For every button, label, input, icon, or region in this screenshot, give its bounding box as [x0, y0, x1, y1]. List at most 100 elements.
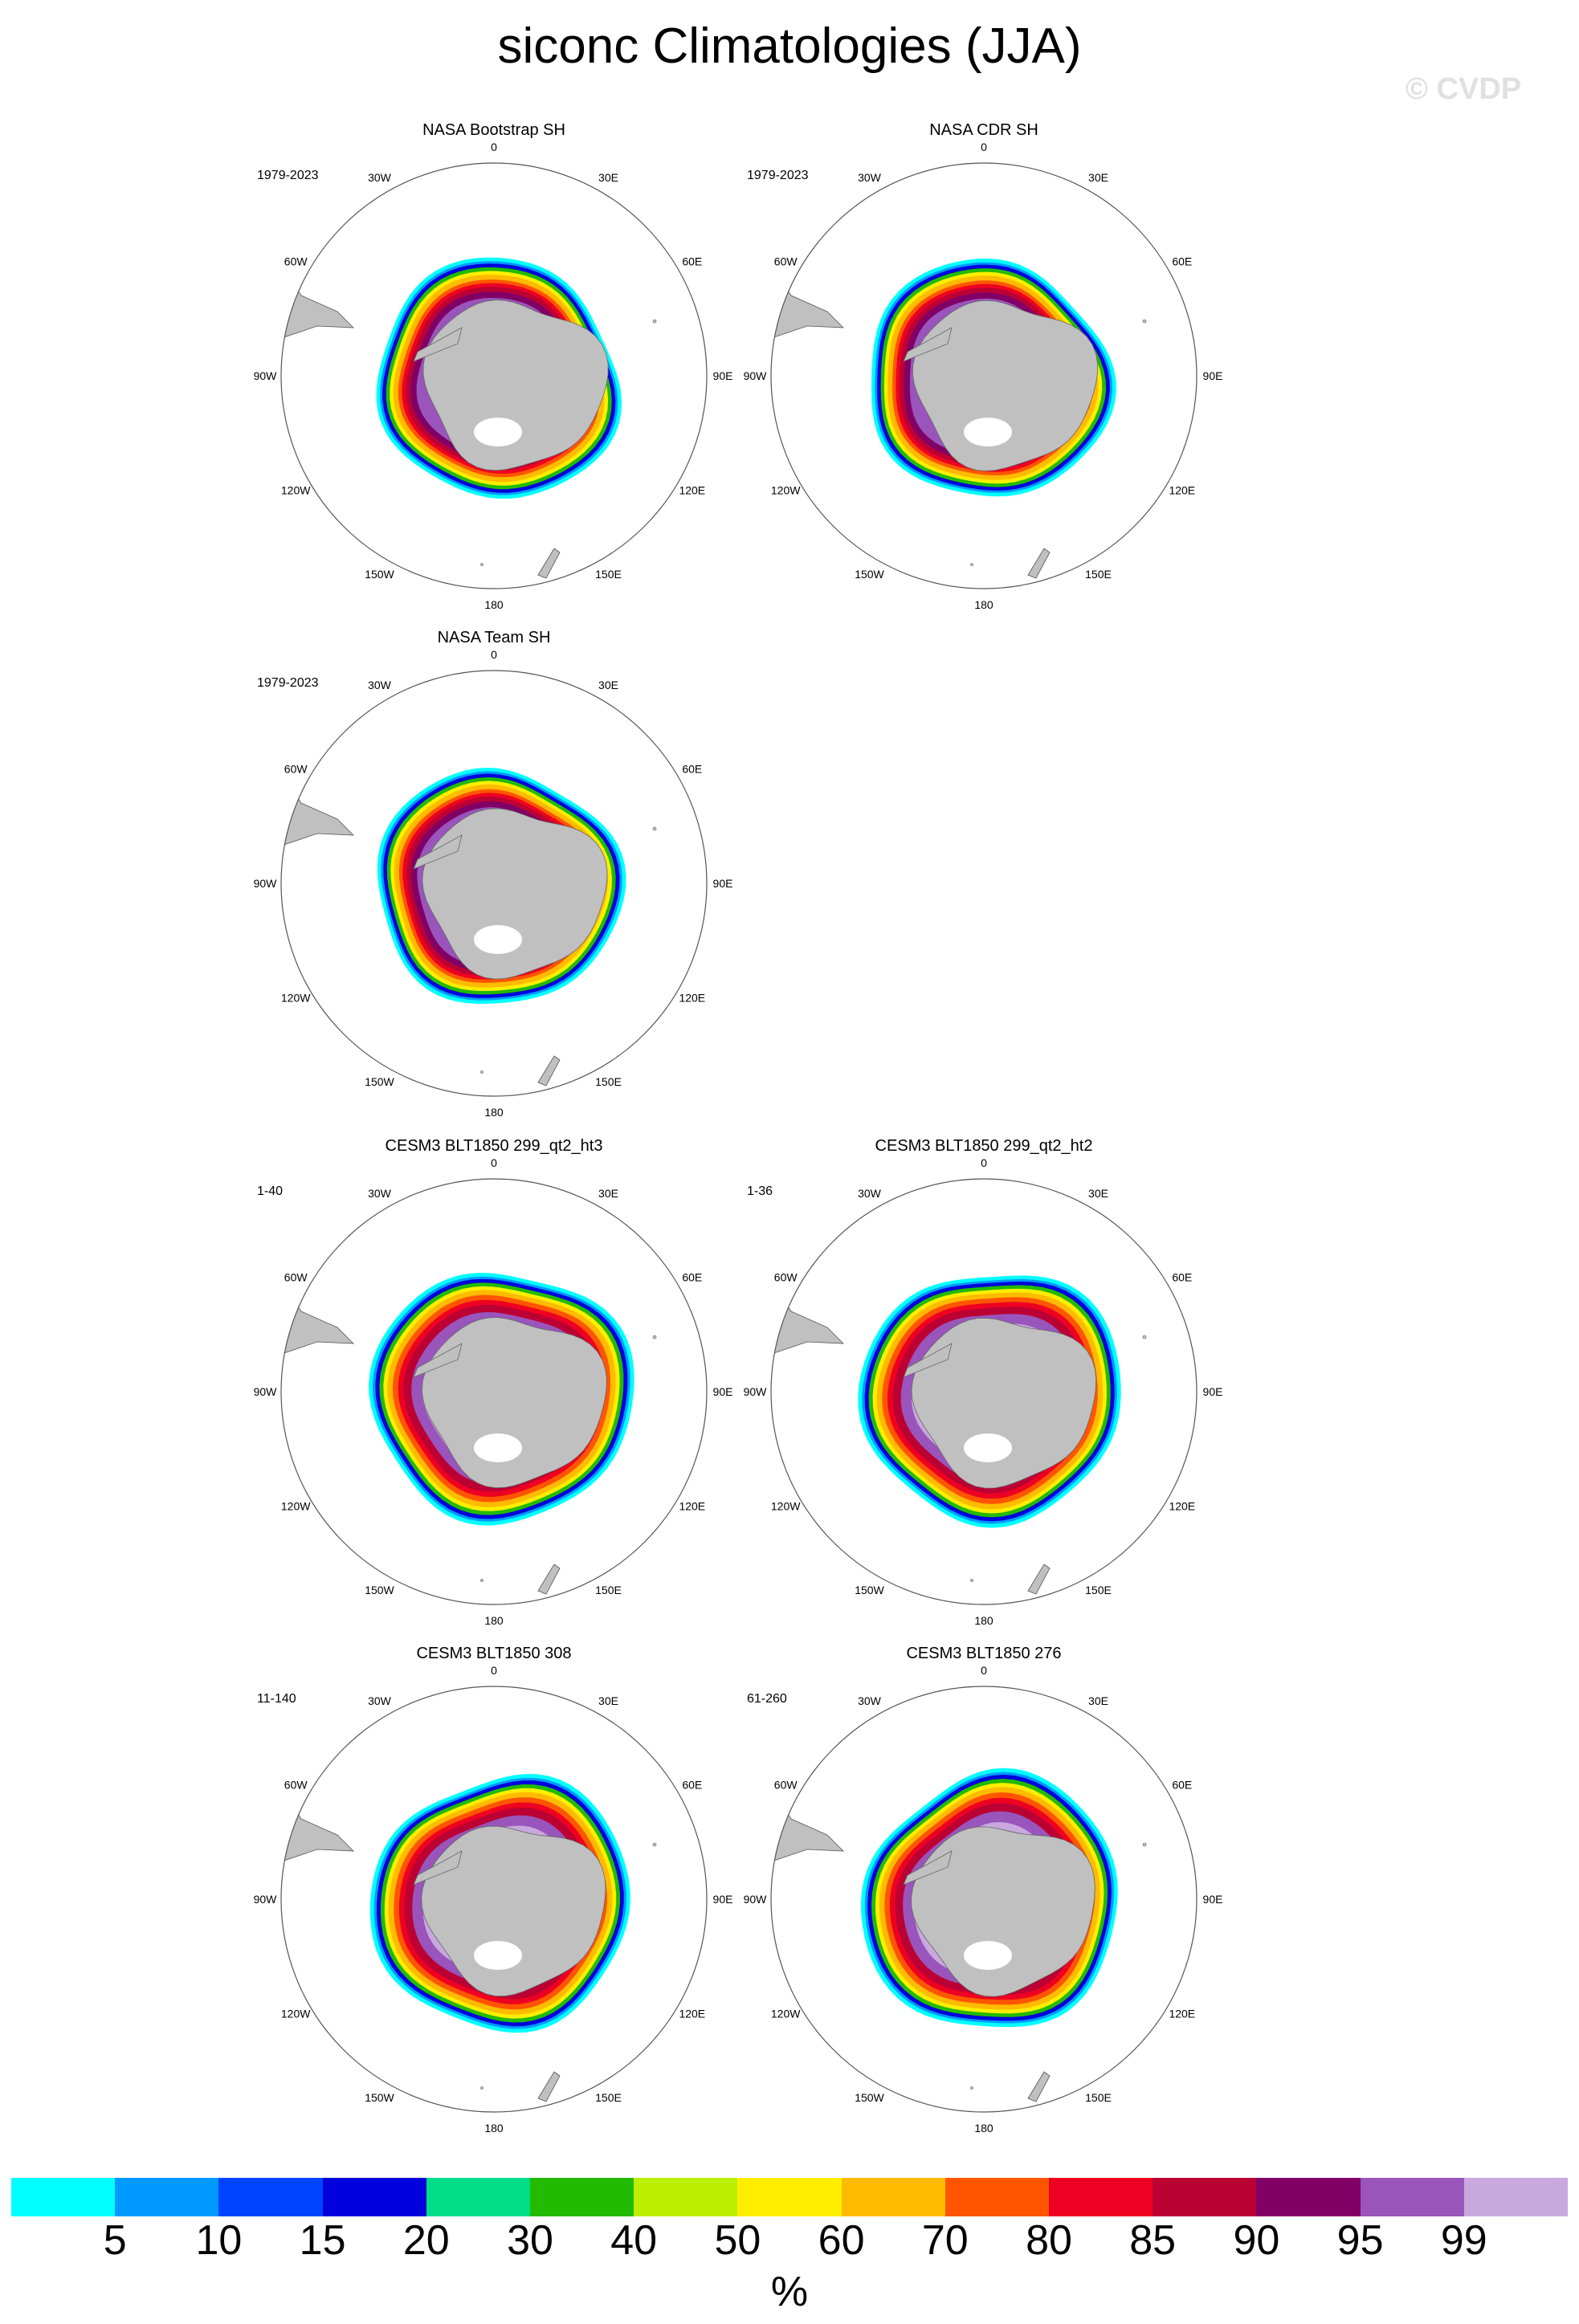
- sea-ice-field: [281, 768, 659, 1087]
- colorbar-swatch: [1360, 2178, 1464, 2216]
- map-panel: CESM3 BLT1850 299_qt2_ht3 1-40 0 30E 60E 90E 1…: [245, 1136, 743, 1634]
- longitude-label: 30W: [368, 1187, 392, 1200]
- longitude-label: 60E: [1172, 255, 1192, 268]
- colorbar-swatch: [945, 2178, 1050, 2216]
- longitude-label: 90E: [713, 369, 733, 382]
- longitude-label: 30W: [858, 171, 882, 184]
- map-panel: NASA Bootstrap SH 1979-2023 0 30E 60E 90E 120E…: [245, 120, 743, 618]
- colorbar-tick-label: 15: [299, 2217, 346, 2264]
- colorbar-tick-label: 20: [402, 2217, 450, 2264]
- antarctica-landmass: [911, 1317, 1097, 1489]
- colorbar-tick-label: 70: [921, 2217, 969, 2264]
- polar-map: 0 30E 60E 90E 120E 150E 180 150W 120W 90W 60W 30W: [254, 1664, 733, 2134]
- longitude-label: 150W: [855, 2091, 884, 2104]
- antarctica-landmass: [912, 300, 1099, 471]
- longitude-label: 60E: [1172, 1271, 1192, 1284]
- longitude-label: 120E: [679, 2008, 705, 2020]
- longitude-label: 120W: [771, 484, 801, 497]
- polar-map: 0 30E 60E 90E 120E 150E 180 150W 120W 90W 60W 30W: [744, 1664, 1223, 2134]
- longitude-label: 120W: [281, 992, 311, 1005]
- south-america-landmass: [281, 790, 355, 852]
- longitude-label: 90W: [744, 1893, 768, 1906]
- longitude-label: 90E: [1203, 369, 1223, 382]
- map-panel: CESM3 BLT1850 299_qt2_ht2 1-36 0 30E 60E 90E 1…: [735, 1136, 1233, 1634]
- longitude-label: 120E: [1169, 1500, 1195, 1513]
- south-america-landmass: [281, 283, 355, 345]
- colorbar-swatch: [1049, 2178, 1153, 2216]
- colorbar-units: %: [770, 2269, 809, 2315]
- longitude-label: 60E: [1172, 1779, 1192, 1792]
- longitude-label: 0: [981, 1156, 987, 1169]
- south-america-landmass: [771, 283, 845, 345]
- longitude-label: 60E: [682, 763, 702, 776]
- longitude-label: 60W: [284, 1779, 308, 1792]
- colorbar-swatch: [11, 2178, 116, 2216]
- new-zealand-landmass: [1027, 548, 1051, 579]
- longitude-label: 30E: [598, 171, 618, 184]
- longitude-label: 0: [491, 648, 497, 661]
- south-america-landmass: [281, 1806, 355, 1868]
- polar-map: 0 30E 60E 90E 120E 150E 180 150W 120W 90W 60W 30W: [744, 141, 1223, 611]
- sea-ice-field: [281, 1774, 659, 2102]
- colorbar-swatch: [841, 2178, 945, 2216]
- colorbar-swatch: [115, 2178, 219, 2216]
- longitude-label: 60E: [682, 1271, 702, 1284]
- figure-title: siconc Climatologies (JJA): [497, 18, 1082, 74]
- antarctica-landmass: [421, 1317, 607, 1489]
- panel-title: NASA Team SH: [437, 629, 551, 646]
- antarctica-landmass: [422, 300, 609, 471]
- sea-ice-field: [771, 1767, 1149, 2102]
- colorbar-tick-label: 50: [714, 2217, 761, 2264]
- new-zealand-landmass: [537, 1564, 561, 1595]
- longitude-label: 90E: [713, 1385, 733, 1398]
- colorbar-swatch: [322, 2178, 426, 2216]
- longitude-label: 60W: [284, 255, 308, 268]
- longitude-label: 0: [491, 1156, 497, 1169]
- longitude-label: 120E: [1169, 2008, 1195, 2020]
- longitude-label: 120E: [679, 484, 705, 497]
- longitude-label: 150E: [1085, 568, 1112, 581]
- longitude-label: 120W: [281, 484, 311, 497]
- panel-period: 1979-2023: [747, 169, 809, 182]
- south-america-landmass: [281, 1299, 355, 1360]
- longitude-label: 120E: [679, 992, 705, 1005]
- longitude-label: 150E: [595, 1075, 622, 1088]
- longitude-label: 0: [491, 141, 497, 153]
- colorbar-tick-label: 90: [1233, 2217, 1280, 2264]
- colorbar-swatch: [530, 2178, 634, 2216]
- panel-period: 1-36: [747, 1184, 773, 1198]
- longitude-label: 120W: [771, 1500, 801, 1513]
- sea-ice-field: [771, 1275, 1149, 1595]
- longitude-label: 30E: [598, 1694, 618, 1707]
- panel-title: NASA CDR SH: [929, 121, 1038, 139]
- longitude-label: 30W: [858, 1694, 882, 1707]
- colorbar-tick-label: 99: [1440, 2217, 1487, 2264]
- panel-title: CESM3 BLT1850 299_qt2_ht2: [875, 1137, 1093, 1155]
- longitude-label: 150W: [365, 568, 394, 581]
- longitude-label: 120E: [679, 1500, 705, 1513]
- panel-period: 61-260: [747, 1692, 787, 1706]
- colorbar-swatch: [634, 2178, 738, 2216]
- longitude-label: 150W: [365, 2091, 394, 2104]
- longitude-label: 30E: [598, 679, 618, 691]
- longitude-label: 180: [484, 2122, 504, 2134]
- panel-title: NASA Bootstrap SH: [422, 121, 565, 139]
- colorbar-tick-label: 40: [610, 2217, 658, 2264]
- panel-title: CESM3 BLT1850 276: [906, 1645, 1062, 1662]
- longitude-label: 60W: [774, 1271, 798, 1284]
- panel-period: 11-140: [257, 1692, 296, 1706]
- longitude-label: 30E: [1088, 171, 1108, 184]
- longitude-label: 180: [974, 2122, 994, 2134]
- map-panel: CESM3 BLT1850 276 61-260 0 30E 60E 90E 120E 150…: [735, 1644, 1233, 2142]
- south-america-landmass: [771, 1299, 845, 1360]
- longitude-label: 30W: [858, 1187, 882, 1200]
- colorbar: [11, 2178, 1569, 2216]
- antarctica-landmass: [421, 1825, 606, 1997]
- new-zealand-landmass: [1027, 1564, 1051, 1595]
- longitude-label: 60W: [284, 763, 308, 776]
- map-panel: NASA CDR SH 1979-2023 0 30E 60E 90E 120E 150E 18…: [735, 120, 1233, 618]
- longitude-label: 120E: [1169, 484, 1195, 497]
- sea-ice-field: [281, 257, 659, 579]
- sea-ice-field: [771, 259, 1149, 579]
- watermark: © CVDP: [1406, 72, 1522, 106]
